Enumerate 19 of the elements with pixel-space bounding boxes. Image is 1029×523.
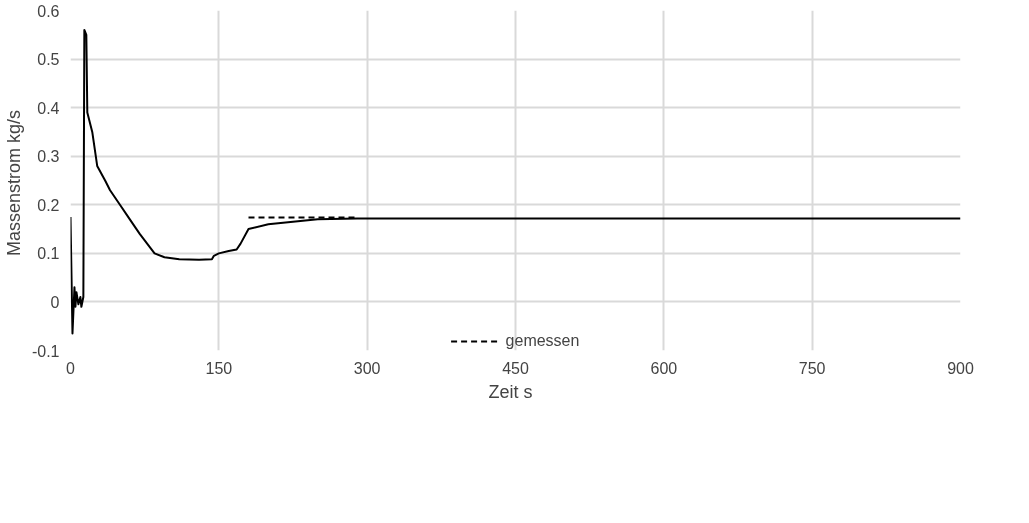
y-axis-title: Massenstrom kg/s: [3, 109, 24, 257]
line-series: [70, 28, 961, 335]
y-tick-label: -0.1: [31, 342, 60, 360]
y-tick-label: 0.6: [37, 2, 60, 20]
y-tick-label: 0.5: [37, 51, 60, 69]
x-tick-label: 300: [353, 359, 381, 377]
y-tick-label: 0.4: [37, 99, 60, 117]
x-tick-label: 750: [798, 359, 826, 377]
x-tick-label: 0: [66, 359, 76, 377]
legend-label: gemessen: [505, 332, 580, 350]
x-tick-label: 900: [947, 359, 974, 377]
x-axis-title: Zeit s: [488, 381, 533, 402]
x-tick-label: 600: [650, 359, 678, 377]
y-tick-label: 0.1: [37, 245, 60, 263]
y-tick-label: 0.2: [37, 196, 60, 214]
y-tick-label: 0: [50, 293, 60, 311]
y-tick-label: 0.3: [37, 148, 60, 166]
x-tick-label: 450: [502, 359, 529, 377]
x-tick-label: 150: [205, 359, 233, 377]
